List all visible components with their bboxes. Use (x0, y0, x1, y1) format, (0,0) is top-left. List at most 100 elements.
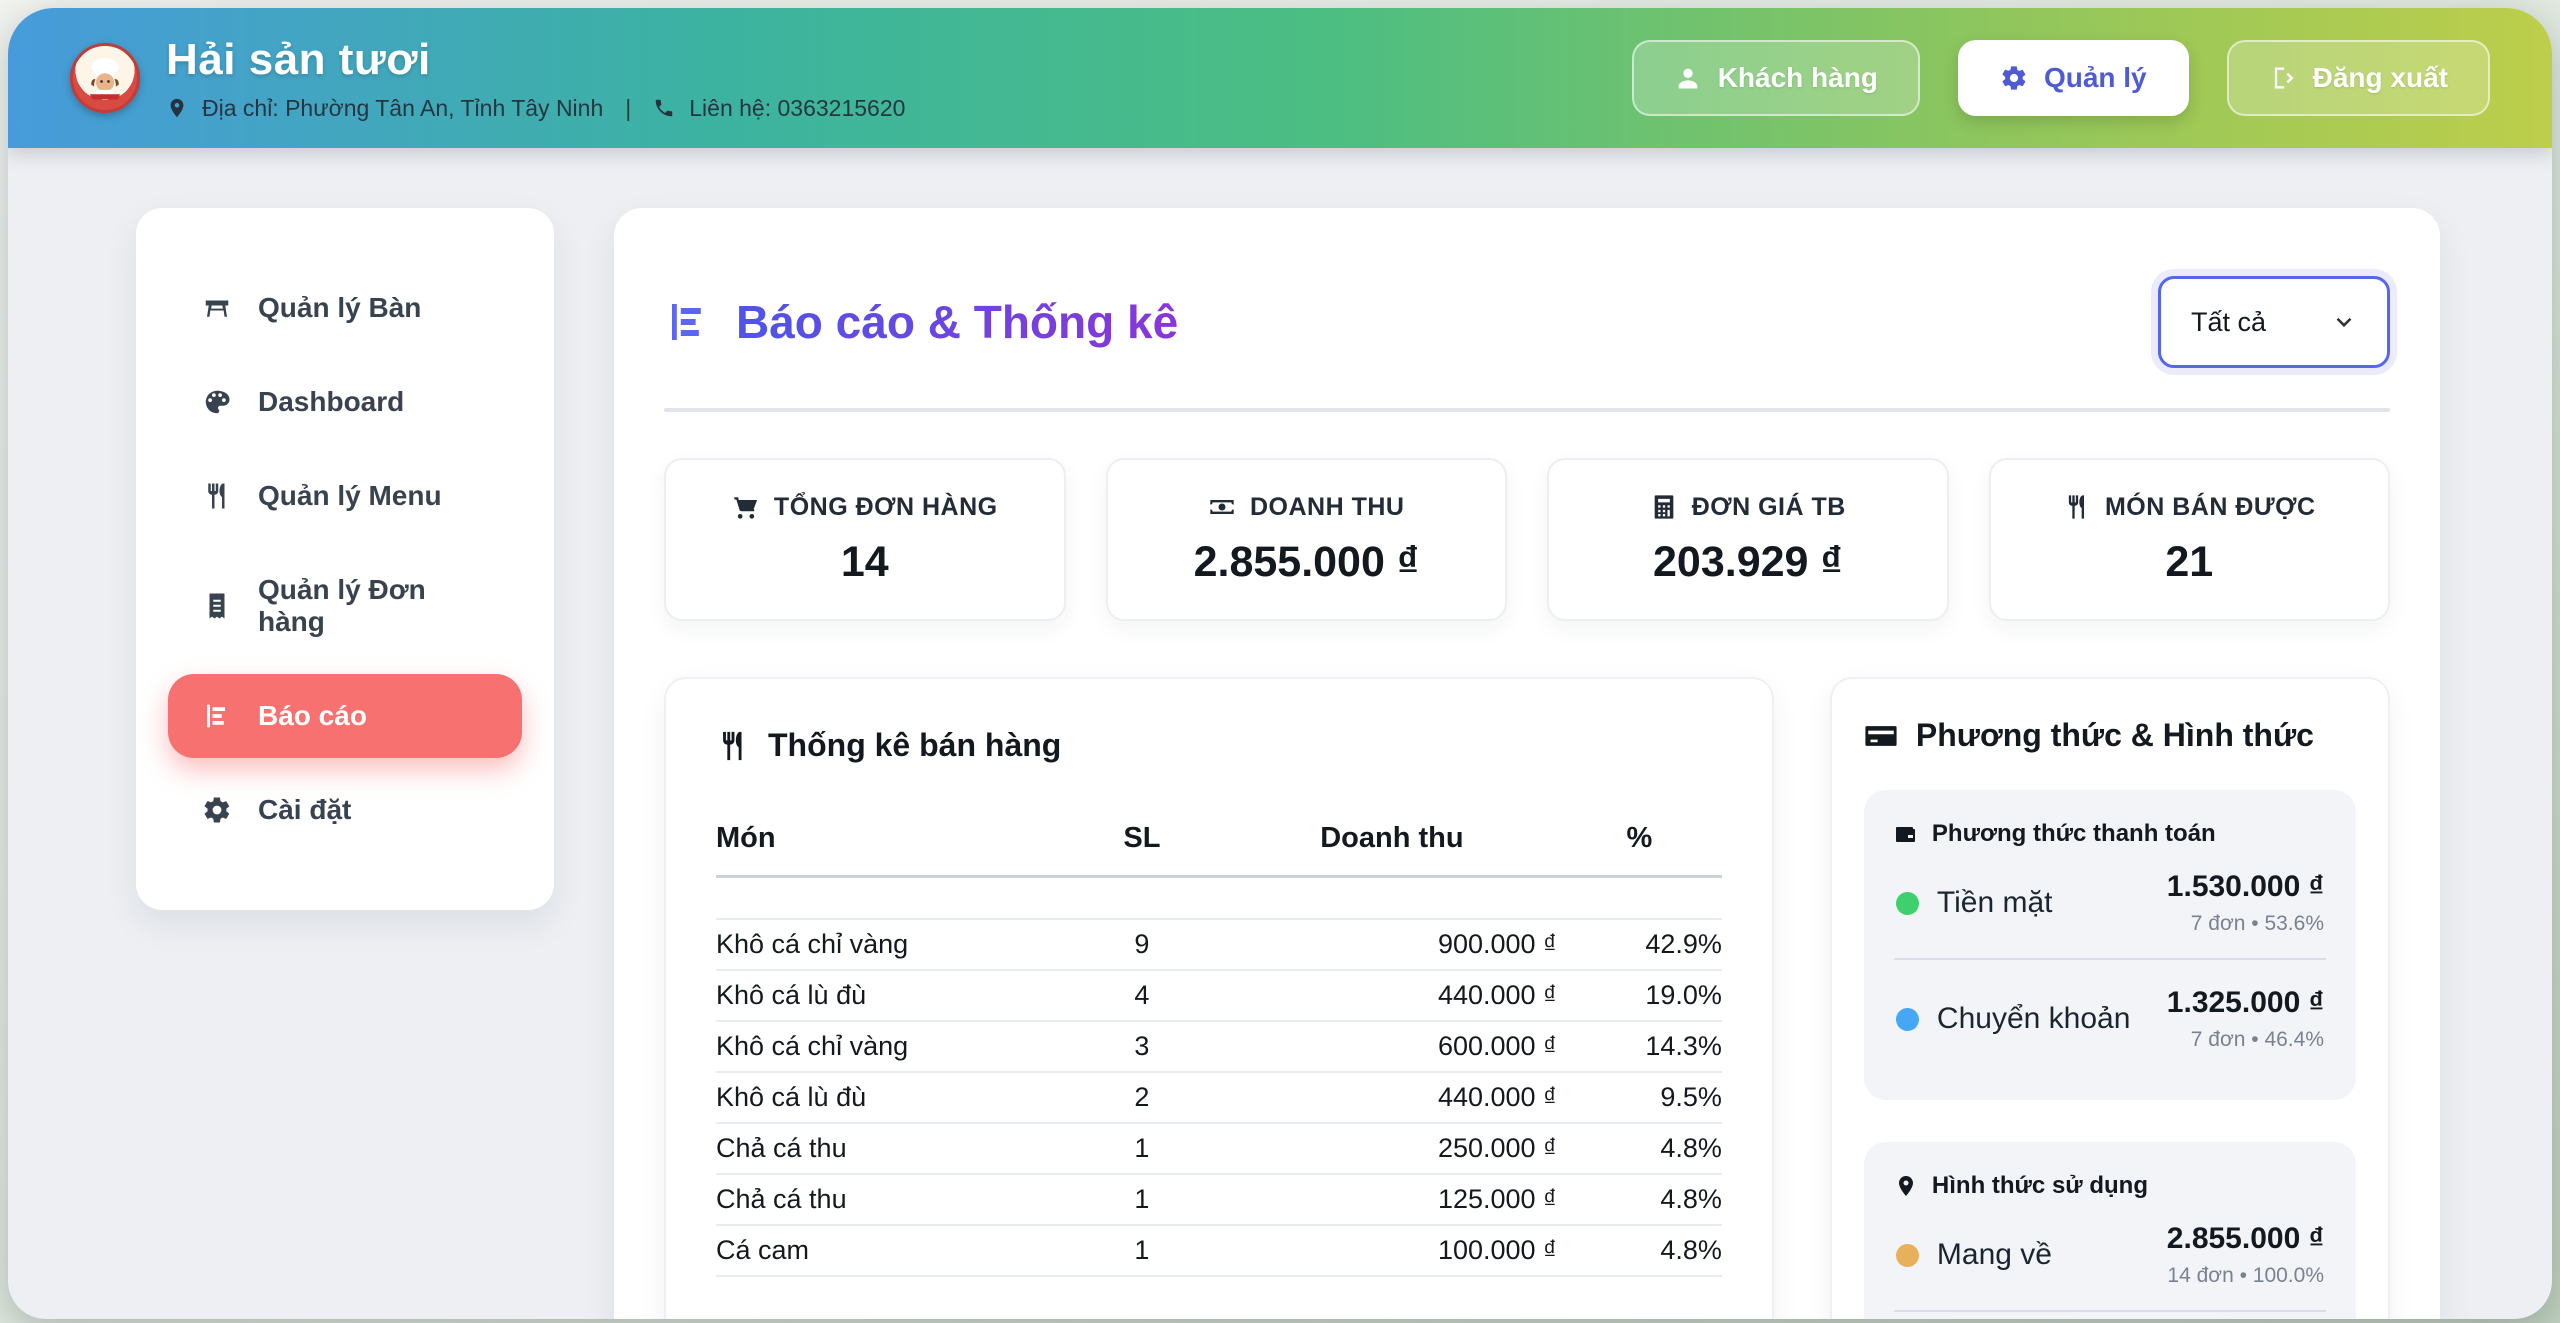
table-row: Khô cá lù đù 4 440.000 ₫ 19.0% (716, 969, 1722, 1022)
stat-label-text: MÓN BÁN ĐƯỢC (2104, 492, 2316, 521)
sidebar-item-label: Quản lý Bàn (258, 292, 422, 323)
filter-selected-value: Tất cả (2191, 306, 2267, 337)
utensils-icon (723, 731, 742, 760)
table-row: Khô cá lù đù 2 440.000 ₫ 9.5% (716, 1071, 1722, 1124)
green-dot-icon (1895, 891, 1919, 915)
chef-logo-icon (70, 43, 140, 113)
sidebar-item-orders[interactable]: Quản lý Đơn hàng (168, 548, 522, 664)
brand-title: Hải sản tươi (166, 34, 431, 84)
sidebar-item-dashboard[interactable]: Dashboard (168, 360, 522, 444)
payment-methods-title: Phương thức thanh toán (1894, 820, 2326, 848)
page-title: Báo cáo & Thống kê (664, 295, 1178, 349)
amber-dot-icon (1895, 1243, 1919, 1267)
col-revenue: Doanh thu (1226, 808, 1557, 878)
palette-icon (205, 390, 230, 414)
page-title-text: Báo cáo & Thống kê (736, 296, 1179, 348)
payment-item-transfer: Chuyển khoản 1.325.000 ₫ 7 đơn • 46.4% (1894, 964, 2326, 1070)
chart-bar-icon (672, 304, 701, 340)
address-text: Địa chỉ: Phường Tân An, Tỉnh Tây Ninh (202, 94, 604, 121)
sidebar-item-settings[interactable]: Cài đặt (168, 768, 522, 852)
utensils-icon (2068, 495, 2084, 519)
col-percent: % (1556, 808, 1722, 878)
payment-item-detail: 7 đơn • 46.4% (2190, 1028, 2324, 1051)
stat-avg-price: ĐƠN GIÁ TB 203.929 ₫ (1547, 458, 1949, 621)
stat-total-orders: TỔNG ĐƠN HÀNG 14 (664, 458, 1066, 621)
sidebar-item-label: Quản lý Menu (258, 480, 442, 511)
table-row: Chả cá thu 1 125.000 ₫ 4.8% (716, 1173, 1722, 1226)
payment-methods-title-text: Phương thức thanh toán (1931, 820, 2216, 847)
usage-type-card: Hình thức sử dụng Mang về 2.855.000 ₫ 14… (1863, 1142, 2356, 1319)
title-divider (664, 408, 2390, 412)
usage-type-title-text: Hình thức sử dụng (1931, 1172, 2148, 1199)
phone-icon (656, 99, 673, 117)
payment-methods-card: Phương thức thanh toán Tiền mặt 1.530.00… (1863, 790, 2356, 1100)
sidebar-item-menu[interactable]: Quản lý Menu (168, 454, 522, 538)
sidebar-item-tables[interactable]: Quản lý Bàn (168, 266, 522, 350)
location-pin-icon (170, 98, 184, 118)
stat-value-text: 203.929 ₫ (1653, 537, 1843, 586)
stat-value-text: 14 (840, 537, 889, 586)
sales-table: Món SL Doanh thu % Khô cá chỉ vàng 9 (716, 808, 1722, 1277)
sidebar-item-reports[interactable]: Báo cáo (168, 674, 522, 758)
item-divider (1893, 1310, 2326, 1312)
usage-item-amount: 2.855.000 ₫ (2166, 1222, 2324, 1255)
payment-item-name: Tiền mặt (1936, 886, 2053, 919)
payment-item-cash: Tiền mặt 1.530.000 ₫ 7 đơn • 53.6% (1894, 848, 2326, 954)
table-row: Chả cá thu 1 250.000 ₫ 4.8% (716, 1122, 1722, 1175)
manage-button-label: Quản lý (2043, 62, 2147, 93)
customers-button-label: Khách hàng (1717, 62, 1878, 93)
table-row: Khô cá chỉ vàng 9 900.000 ₫ 42.9% (716, 918, 1722, 971)
brand-subline: Địa chỉ: Phường Tân An, Tỉnh Tây Ninh | … (166, 95, 905, 122)
customers-button[interactable]: Khách hàng (1631, 40, 1920, 116)
payment-item-name: Chuyển khoản (1936, 1002, 2131, 1035)
usage-item-detail: 14 đơn • 100.0% (2167, 1264, 2324, 1287)
col-item: Món (716, 808, 1057, 878)
credit-card-icon (1865, 725, 1897, 746)
item-divider (1893, 958, 2326, 960)
blue-dot-icon (1895, 1007, 1919, 1031)
wallet-icon (1895, 827, 1915, 842)
usage-item-partial: 0 ₫ (1894, 1316, 2326, 1319)
receipt-icon (209, 593, 225, 619)
methods-card-title-text: Phương thức & Hình thức (1915, 717, 2314, 753)
gear-icon (204, 797, 230, 823)
header-actions: Khách hàng Quản lý Đăng xuất (1631, 40, 2490, 116)
app-window: Hải sản tươi Địa chỉ: Phường Tân An, Tỉn… (8, 8, 2552, 1319)
filter-select[interactable]: Tất cả (2158, 276, 2390, 368)
sidebar-item-label: Báo cáo (258, 700, 367, 731)
sales-card-title: Thống kê bán hàng (716, 727, 1722, 764)
stat-revenue: DOANH THU 2.855.000 ₫ (1105, 458, 1507, 621)
payment-item-detail: 7 đơn • 53.6% (2190, 912, 2324, 935)
report-header-row: Báo cáo & Thống kê Tất cả (664, 276, 2390, 368)
usage-item-name: Mang về (1936, 1238, 2052, 1271)
contact-text: Liên hệ: 0363215620 (689, 94, 906, 121)
stat-label-text: ĐƠN GIÁ TB (1691, 492, 1846, 521)
payment-item-amount: 1.325.000 ₫ (2166, 986, 2324, 1019)
brand: Hải sản tươi Địa chỉ: Phường Tân An, Tỉn… (70, 35, 905, 122)
sidebar-item-label: Quản lý Đơn hàng (258, 574, 426, 637)
manage-button[interactable]: Quản lý (1957, 40, 2189, 116)
payment-item-amount: 1.530.000 ₫ (2166, 870, 2324, 903)
stat-label-text: TỔNG ĐƠN HÀNG (773, 492, 998, 521)
money-icon (1210, 500, 1234, 514)
content-area: Quản lý Bàn Dashboard Quản lý Menu Quản … (8, 148, 2552, 1319)
logout-button[interactable]: Đăng xuất (2226, 40, 2490, 116)
chart-bar-icon (207, 704, 225, 728)
gear-icon (2002, 66, 2026, 90)
col-qty: SL (1056, 808, 1227, 878)
stat-value-text: 2.855.000 ₫ (1193, 537, 1419, 586)
calculator-icon (1654, 495, 1674, 519)
stat-label-text: DOANH THU (1250, 492, 1405, 521)
sidebar-item-label: Cài đặt (258, 794, 352, 825)
location-pin-icon (1898, 1176, 1913, 1196)
usage-type-title: Hình thức sử dụng (1894, 1172, 2326, 1200)
subline-separator: | (625, 94, 632, 121)
table-header-row: Món SL Doanh thu % (716, 808, 1722, 878)
stats-row: TỔNG ĐƠN HÀNG 14 DOANH THU 2.855.000 ₫ (664, 458, 2390, 621)
sales-stats-card: Thống kê bán hàng Món SL Doanh thu % (664, 677, 1774, 1319)
table-spacer-row (716, 876, 1722, 920)
sales-card-title-text: Thống kê bán hàng (768, 727, 1062, 763)
app-header: Hải sản tươi Địa chỉ: Phường Tân An, Tỉn… (8, 8, 2552, 148)
usage-item-takeaway: Mang về 2.855.000 ₫ 14 đơn • 100.0% (1894, 1200, 2326, 1306)
logout-icon (2274, 67, 2294, 89)
